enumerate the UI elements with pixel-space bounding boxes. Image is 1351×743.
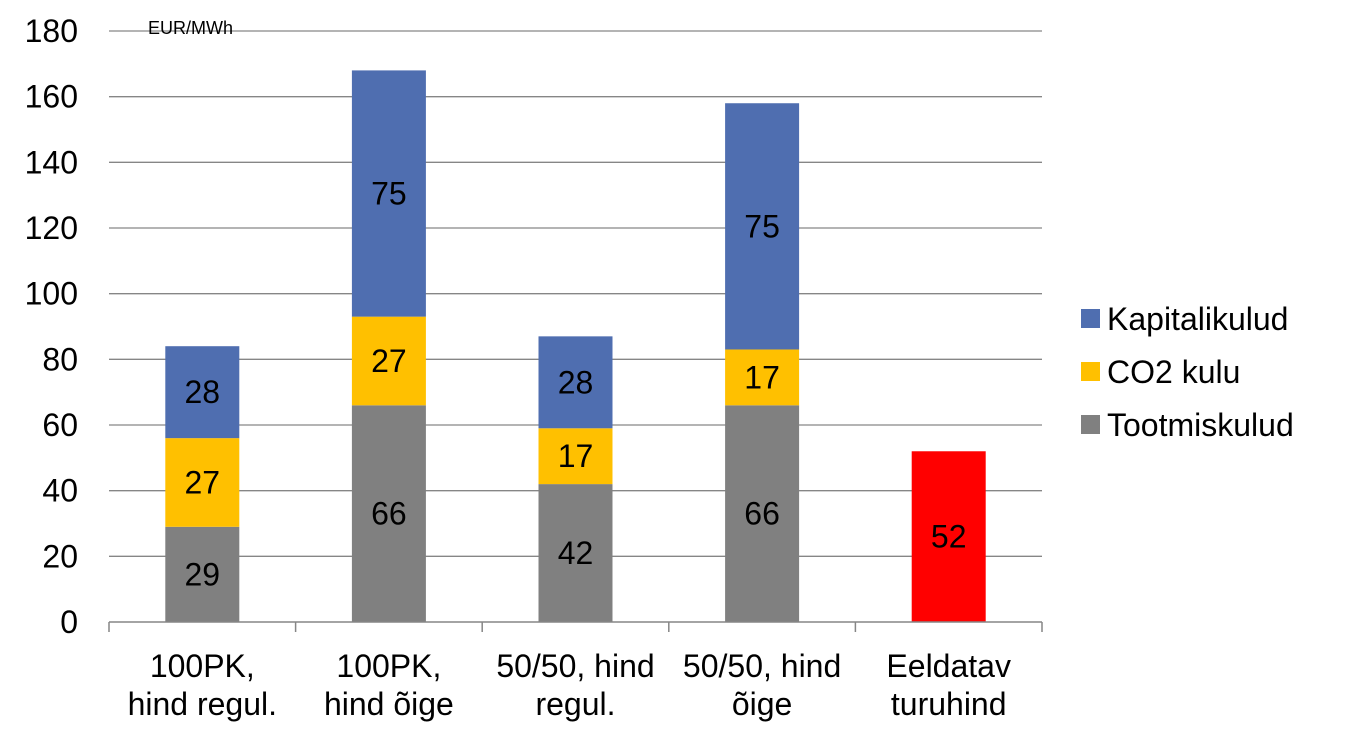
bar-segment [725,103,800,350]
data-label: 42 [558,535,594,571]
data-label: 17 [558,438,594,474]
data-label: 66 [371,496,407,532]
y-tick-label: 40 [42,473,78,509]
data-label: 17 [744,359,780,395]
legend-label: Tootmiskulud [1107,407,1294,443]
unit-label: EUR/MWh [148,18,233,38]
bar-segment [725,349,800,406]
bars: 29 27 28 66 27 75 42 17 28 66 17 75 52 [165,70,986,622]
y-tick-label: 140 [25,144,78,180]
bar-segment [165,346,240,439]
data-label: 28 [185,374,221,410]
data-label: 28 [558,364,594,400]
legend-label: CO2 kulu [1107,354,1240,390]
legend-label: Kapitalikulud [1107,301,1288,337]
y-tick-label: 120 [25,210,78,246]
y-tick-label: 160 [25,79,78,115]
bar-segment [538,428,613,485]
data-label: 75 [744,208,780,244]
y-tick-label: 20 [42,538,78,574]
y-axis: 0 20 40 60 80 100 120 140 160 180 [25,13,78,640]
bar-segment [165,526,240,622]
y-tick-label: 0 [60,604,78,640]
data-label: 52 [931,519,967,555]
x-axis: 100PK, hind regul. 100PK, hind õige 50/50, h… [108,621,1043,722]
gridlines [109,30,1042,557]
data-label: 66 [744,496,780,532]
x-category-label: 50/50, hind regul. [496,648,654,722]
bar-segment [351,405,426,622]
y-tick-label: 80 [42,341,78,377]
legend: Kapitalikulud CO2 kulu Tootmiskulud [1081,301,1294,443]
x-category-label: 50/50, hind õige [683,648,841,722]
x-category-label: Eeldatav turuhind [886,648,1011,722]
data-label: 27 [371,343,407,379]
bar-segment [165,438,240,527]
legend-swatch [1081,362,1100,381]
bar-segment [538,336,613,429]
bar-segment [725,405,800,622]
x-category-label: 100PK, hind õige [324,648,454,722]
y-tick-label: 180 [25,13,78,49]
y-tick-label: 100 [25,276,78,312]
data-label: 75 [371,176,407,212]
bar-segment [351,70,426,317]
bar-segment [351,316,426,406]
y-tick-label: 60 [42,407,78,443]
legend-swatch [1081,415,1100,434]
data-label: 27 [185,464,221,500]
legend-swatch [1081,309,1100,328]
x-category-label: 100PK, hind regul. [128,648,277,722]
bar-segment [911,451,986,622]
data-label: 29 [185,556,221,592]
bar-segment [538,484,613,622]
